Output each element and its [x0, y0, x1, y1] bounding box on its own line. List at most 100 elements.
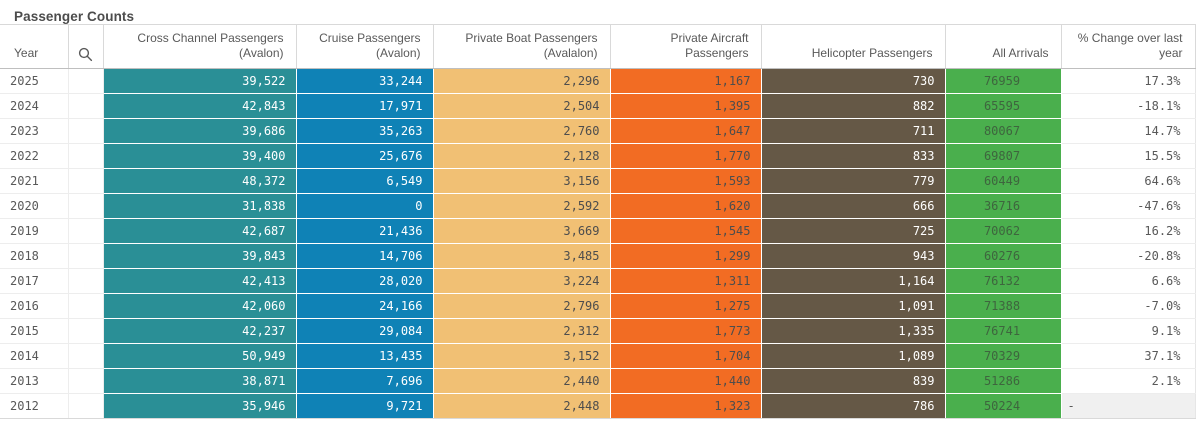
table-row: 2019 42,687 21,436 3,669 1,545 725 70062…	[0, 218, 1196, 244]
pct-change-value-cell: 64.6%	[1061, 168, 1196, 194]
year-cell[interactable]: 2025	[0, 68, 69, 94]
column-header-pct-change[interactable]: % Change over last year	[1061, 24, 1196, 69]
all-arrivals-value-cell: 76741	[945, 318, 1062, 344]
pct-change-value-cell: 16.2%	[1061, 218, 1196, 244]
cruise-value-cell: 29,084	[296, 318, 434, 344]
cruise-value-cell: 13,435	[296, 343, 434, 369]
private-aircraft-value-cell: 1,299	[610, 243, 762, 269]
private-boat-value-cell: 3,224	[433, 268, 611, 294]
cross-channel-value-cell: 50,949	[103, 343, 297, 369]
year-cell[interactable]: 2023	[0, 118, 69, 144]
header-row: Year Cross Channel Passengers (Avalon) C…	[0, 24, 1196, 69]
filter-spacer-cell	[68, 118, 104, 144]
private-boat-value-cell: 2,296	[433, 68, 611, 94]
year-cell[interactable]: 2013	[0, 368, 69, 394]
all-arrivals-value-cell: 76959	[945, 68, 1062, 94]
search-icon[interactable]	[78, 47, 93, 62]
helicopter-value-cell: 711	[761, 118, 946, 144]
year-cell[interactable]: 2022	[0, 143, 69, 169]
page-title: Passenger Counts	[14, 9, 135, 24]
table-row: 2021 48,372 6,549 3,156 1,593 779 60449 …	[0, 168, 1196, 194]
private-aircraft-value-cell: 1,440	[610, 368, 762, 394]
column-header-private-aircraft[interactable]: Private Aircraft Passengers	[610, 24, 762, 69]
helicopter-value-cell: 833	[761, 143, 946, 169]
all-arrivals-value-cell: 69807	[945, 143, 1062, 169]
cross-channel-value-cell: 42,237	[103, 318, 297, 344]
year-cell[interactable]: 2016	[0, 293, 69, 319]
cross-channel-value-cell: 39,686	[103, 118, 297, 144]
year-cell[interactable]: 2018	[0, 243, 69, 269]
table-row: 2013 38,871 7,696 2,440 1,440 839 51286 …	[0, 368, 1196, 394]
column-header-cross-channel[interactable]: Cross Channel Passengers (Avalon)	[103, 24, 297, 69]
passenger-counts-table: Year Cross Channel Passengers (Avalon) C…	[0, 24, 1196, 419]
cruise-value-cell: 24,166	[296, 293, 434, 319]
private-boat-value-cell: 2,312	[433, 318, 611, 344]
private-aircraft-value-cell: 1,395	[610, 93, 762, 119]
year-cell[interactable]: 2020	[0, 193, 69, 219]
cruise-value-cell: 6,549	[296, 168, 434, 194]
table-row: 2020 31,838 0 2,592 1,620 666 36716 -47.…	[0, 193, 1196, 219]
helicopter-value-cell: 1,091	[761, 293, 946, 319]
helicopter-value-cell: 786	[761, 393, 946, 419]
cross-channel-value-cell: 39,400	[103, 143, 297, 169]
private-boat-value-cell: 3,152	[433, 343, 611, 369]
filter-spacer-cell	[68, 268, 104, 294]
pct-change-value-cell: 9.1%	[1061, 318, 1196, 344]
all-arrivals-value-cell: 36716	[945, 193, 1062, 219]
cruise-value-cell: 17,971	[296, 93, 434, 119]
column-header-private-boat[interactable]: Private Boat Passengers (Avalalon)	[433, 24, 611, 69]
column-header-cruise[interactable]: Cruise Passengers (Avalon)	[296, 24, 434, 69]
all-arrivals-value-cell: 70329	[945, 343, 1062, 369]
table-row: 2017 42,413 28,020 3,224 1,311 1,164 761…	[0, 268, 1196, 294]
pct-change-value-cell: -7.0%	[1061, 293, 1196, 319]
cross-channel-value-cell: 42,413	[103, 268, 297, 294]
private-aircraft-value-cell: 1,770	[610, 143, 762, 169]
table-row: 2014 50,949 13,435 3,152 1,704 1,089 703…	[0, 343, 1196, 369]
pct-change-value-cell: -18.1%	[1061, 93, 1196, 119]
filter-spacer-cell	[68, 143, 104, 169]
year-cell[interactable]: 2019	[0, 218, 69, 244]
pct-change-value-cell: 2.1%	[1061, 368, 1196, 394]
all-arrivals-value-cell: 60449	[945, 168, 1062, 194]
filter-spacer-cell	[68, 218, 104, 244]
filter-spacer-cell	[68, 293, 104, 319]
private-boat-value-cell: 2,448	[433, 393, 611, 419]
year-cell[interactable]: 2017	[0, 268, 69, 294]
all-arrivals-value-cell: 60276	[945, 243, 1062, 269]
helicopter-value-cell: 839	[761, 368, 946, 394]
year-cell[interactable]: 2014	[0, 343, 69, 369]
table-row: 2025 39,522 33,244 2,296 1,167 730 76959…	[0, 68, 1196, 94]
private-aircraft-value-cell: 1,773	[610, 318, 762, 344]
filter-spacer-cell	[68, 368, 104, 394]
cross-channel-value-cell: 42,843	[103, 93, 297, 119]
table-row: 2015 42,237 29,084 2,312 1,773 1,335 767…	[0, 318, 1196, 344]
cruise-value-cell: 14,706	[296, 243, 434, 269]
all-arrivals-value-cell: 51286	[945, 368, 1062, 394]
filter-spacer-cell	[68, 168, 104, 194]
private-boat-value-cell: 2,440	[433, 368, 611, 394]
filter-spacer-cell	[68, 343, 104, 369]
private-aircraft-value-cell: 1,323	[610, 393, 762, 419]
filter-spacer-cell	[68, 193, 104, 219]
year-cell[interactable]: 2021	[0, 168, 69, 194]
pct-change-value-cell: -20.8%	[1061, 243, 1196, 269]
helicopter-value-cell: 725	[761, 218, 946, 244]
all-arrivals-value-cell: 80067	[945, 118, 1062, 144]
private-aircraft-value-cell: 1,704	[610, 343, 762, 369]
column-header-helicopter[interactable]: Helicopter Passengers	[761, 24, 946, 69]
private-boat-value-cell: 2,128	[433, 143, 611, 169]
column-header-year[interactable]: Year	[0, 24, 69, 69]
column-header-all-arrivals[interactable]: All Arrivals	[945, 24, 1062, 69]
pct-change-value-cell: 6.6%	[1061, 268, 1196, 294]
search-header-cell[interactable]	[68, 24, 104, 69]
table-row: 2024 42,843 17,971 2,504 1,395 882 65595…	[0, 93, 1196, 119]
year-cell[interactable]: 2024	[0, 93, 69, 119]
private-aircraft-value-cell: 1,593	[610, 168, 762, 194]
cruise-value-cell: 0	[296, 193, 434, 219]
helicopter-value-cell: 730	[761, 68, 946, 94]
private-aircraft-value-cell: 1,275	[610, 293, 762, 319]
year-cell[interactable]: 2015	[0, 318, 69, 344]
cross-channel-value-cell: 42,060	[103, 293, 297, 319]
helicopter-value-cell: 882	[761, 93, 946, 119]
year-cell[interactable]: 2012	[0, 393, 69, 419]
